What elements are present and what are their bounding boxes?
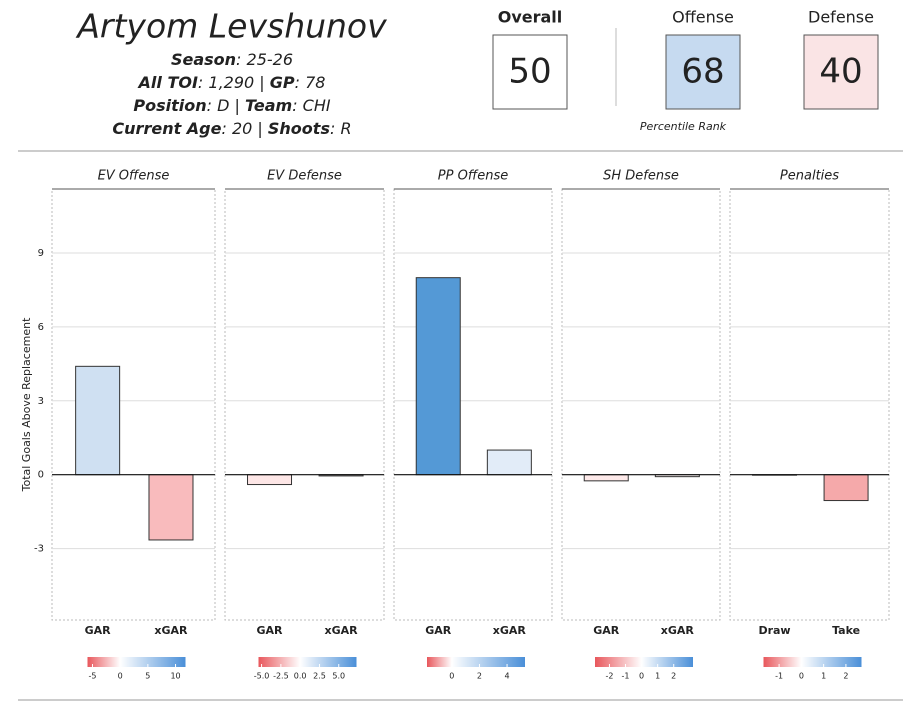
panel-frame — [393, 188, 553, 621]
x-tick-label: GAR — [593, 624, 620, 637]
score-value: 68 — [681, 52, 724, 92]
colorbar — [427, 657, 525, 667]
score-label: Defense — [808, 8, 874, 27]
bar — [247, 474, 293, 486]
panel-frame — [561, 188, 721, 621]
colorbar-tick-label: -2.5 — [273, 672, 289, 681]
colorbar-tick-label: 2 — [671, 672, 676, 681]
panel-title: Penalties — [780, 169, 839, 184]
colorbar — [595, 657, 693, 667]
score-value: 50 — [508, 52, 551, 92]
colorbar-tick-label: -1 — [775, 672, 783, 681]
score-note: Percentile Rank — [640, 120, 727, 133]
info-label: Current Age — [112, 119, 221, 138]
panel-title: SH Defense — [603, 169, 679, 184]
score-label: Overall — [498, 8, 563, 27]
colorbar-tick-label: 5.0 — [332, 672, 345, 681]
colorbar-tick-label: -1 — [622, 672, 630, 681]
colorbar — [763, 657, 862, 667]
y-tick-label: 6 — [38, 322, 44, 333]
colorbar-tick-label: 4 — [505, 672, 510, 681]
info-label: GP — [270, 73, 295, 92]
x-tick-label: xGAR — [493, 624, 527, 637]
colorbar-tick-label: 1 — [821, 672, 826, 681]
x-tick-label: Draw — [758, 624, 790, 637]
score-value: 40 — [819, 52, 862, 92]
colorbar-tick-label: -5.0 — [254, 672, 270, 681]
bar — [148, 474, 194, 541]
colorbar-tick-label: 2 — [477, 672, 482, 681]
colorbar-tick-label: 2.5 — [313, 672, 326, 681]
colorbar-tick-label: 0 — [118, 672, 123, 681]
info-label: Season — [171, 50, 236, 69]
info-label: Team — [245, 96, 292, 115]
player-name: Artyom Levshunov — [75, 7, 387, 46]
panel-title: EV Offense — [98, 169, 170, 184]
info-value: : 25-26 — [236, 50, 293, 69]
y-tick-label: 9 — [38, 248, 44, 259]
colorbar-tick-label: -2 — [605, 672, 613, 681]
x-tick-label: GAR — [257, 624, 284, 637]
panel-frame — [224, 188, 385, 621]
info-value: : 1,290 | — [198, 73, 270, 92]
bar — [75, 365, 121, 476]
panel-title: EV Defense — [267, 169, 342, 184]
info-line: Position: D | Team: CHI — [133, 96, 330, 115]
score-box — [665, 34, 741, 110]
x-tick-label: xGAR — [325, 624, 359, 637]
y-axis-label: Total Goals Above Replacement — [20, 317, 33, 492]
info-value: : CHI — [292, 96, 331, 115]
info-value: : R — [330, 119, 352, 138]
x-tick-label: GAR — [425, 624, 452, 637]
score-label: Offense — [672, 8, 734, 27]
colorbar-tick-label: 0 — [799, 672, 804, 681]
x-tick-label: xGAR — [154, 624, 188, 637]
x-tick-label: Take — [832, 624, 860, 637]
colorbar-tick-label: 0.0 — [294, 672, 307, 681]
score-box — [492, 34, 568, 110]
info-label: All TOI — [137, 73, 198, 92]
panel-frame — [729, 188, 890, 621]
info-line: All TOI: 1,290 | GP: 78 — [137, 73, 326, 92]
colorbar-tick-label: 1 — [655, 672, 660, 681]
y-tick-label: -3 — [34, 544, 44, 555]
info-line: Current Age: 20 | Shoots: R — [112, 119, 351, 138]
colorbar — [258, 657, 357, 667]
info-label: Shoots — [268, 119, 330, 138]
y-tick-label: 3 — [38, 396, 44, 407]
colorbar-tick-label: 0 — [639, 672, 644, 681]
colorbar-tick-label: 10 — [170, 672, 180, 681]
bar — [415, 277, 461, 476]
panel-title: PP Offense — [438, 169, 508, 184]
bar — [823, 474, 869, 502]
x-tick-label: GAR — [85, 624, 112, 637]
bar — [583, 474, 629, 482]
info-value: : D | — [207, 96, 245, 115]
info-value: : 78 — [295, 73, 326, 92]
info-line: Season: 25-26 — [171, 50, 293, 69]
colorbar-tick-label: 2 — [843, 672, 848, 681]
colorbar-tick-label: 0 — [449, 672, 454, 681]
colorbar-tick-label: 5 — [145, 672, 150, 681]
info-value: : 20 | — [221, 119, 267, 138]
score-box — [803, 34, 879, 110]
bar — [486, 449, 532, 476]
info-label: Position — [133, 96, 206, 115]
y-tick-label: 0 — [38, 470, 44, 481]
colorbar — [87, 657, 186, 667]
x-tick-label: xGAR — [661, 624, 695, 637]
colorbar-tick-label: -5 — [88, 672, 96, 681]
